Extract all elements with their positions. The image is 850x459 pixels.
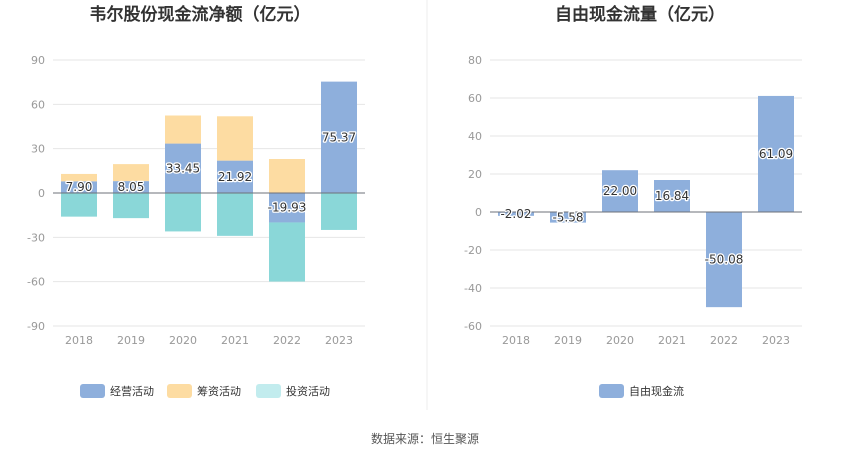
x-tick-label: 2020 xyxy=(169,334,197,347)
bar-筹资活动 xyxy=(165,115,201,144)
bar-自由现金流 xyxy=(602,170,638,212)
y-tick-label: 60 xyxy=(31,98,45,111)
bar-筹资活动 xyxy=(61,173,97,182)
legend-swatch[interactable] xyxy=(256,384,281,398)
bar-投资活动 xyxy=(217,193,253,236)
legend-label[interactable]: 投资活动 xyxy=(286,384,330,398)
data-label: 8.05 xyxy=(118,180,145,194)
legend-swatch[interactable] xyxy=(80,384,105,398)
bar-投资活动 xyxy=(165,193,201,232)
bar-筹资活动 xyxy=(217,116,253,161)
bar-自由现金流 xyxy=(654,180,690,212)
x-tick-label: 2022 xyxy=(710,334,738,347)
free-cash-flow-chart: 自由现金流量（亿元） 80 60 40 20 0 -20 -40 -60 2018 2019 202… xyxy=(464,4,802,398)
bar-经营活动 xyxy=(321,81,357,193)
legend-label[interactable]: 经营活动 xyxy=(110,384,154,398)
data-label: 33.45 xyxy=(166,161,200,175)
data-label: 22.00 xyxy=(603,184,637,198)
x-tick-label: 2021 xyxy=(221,334,249,347)
bar-自由现金流 xyxy=(706,212,742,308)
bar-经营活动 xyxy=(217,160,253,193)
y-tick-label: 90 xyxy=(31,54,45,67)
x-tick-label: 2019 xyxy=(117,334,145,347)
y-tick-label: -30 xyxy=(27,231,45,244)
y-tick-label: -60 xyxy=(27,276,45,289)
legend-label[interactable]: 自由现金流 xyxy=(629,384,684,398)
data-label: -2.02 xyxy=(500,207,531,221)
data-label: 16.84 xyxy=(655,189,689,203)
x-tick-label: 2020 xyxy=(606,334,634,347)
data-source: 数据来源：恒生聚源 xyxy=(371,431,479,446)
bar-经营活动 xyxy=(61,181,97,193)
bar-经营活动 xyxy=(113,181,149,193)
bar-筹资活动 xyxy=(113,164,149,182)
bar-经营活动 xyxy=(269,193,305,223)
legend-label[interactable]: 筹资活动 xyxy=(197,384,241,398)
x-tick-label: 2019 xyxy=(554,334,582,347)
y-tick-label: 80 xyxy=(468,54,482,67)
bar-投资活动 xyxy=(321,193,357,230)
y-tick-label: -90 xyxy=(27,320,45,333)
y-tick-label: -20 xyxy=(464,244,482,257)
y-tick-label: 0 xyxy=(38,187,45,200)
y-tick-label: -40 xyxy=(464,282,482,295)
x-tick-label: 2023 xyxy=(762,334,790,347)
x-tick-label: 2021 xyxy=(658,334,686,347)
bar-投资活动 xyxy=(61,193,97,217)
y-tick-label: 20 xyxy=(468,168,482,181)
bar-自由现金流 xyxy=(758,95,794,212)
y-tick-label: -60 xyxy=(464,320,482,333)
y-tick-label: 40 xyxy=(468,130,482,143)
data-label: 21.92 xyxy=(218,170,252,184)
bar-筹资活动 xyxy=(269,159,305,193)
legend-swatch[interactable] xyxy=(599,384,624,398)
y-tick-label: 60 xyxy=(468,92,482,105)
y-tick-label: 30 xyxy=(31,143,45,156)
cash-flow-chart: 韦尔股份现金流净额（亿元） 90 60 30 0 -30 -60 -90 2018 2019 20… xyxy=(27,4,365,398)
data-label: -19.93 xyxy=(268,201,307,215)
bar-自由现金流 xyxy=(498,212,534,216)
data-label: -5.58 xyxy=(552,210,583,224)
data-label: 75.37 xyxy=(322,130,356,144)
x-tick-label: 2018 xyxy=(502,334,530,347)
y-tick-label: 0 xyxy=(475,206,482,219)
chart-title: 韦尔股份现金流净额（亿元） xyxy=(90,4,311,25)
chart-title: 自由现金流量（亿元） xyxy=(555,4,725,25)
legend-swatch[interactable] xyxy=(167,384,192,398)
bar-投资活动 xyxy=(113,193,149,219)
x-tick-label: 2023 xyxy=(325,334,353,347)
bar-经营活动 xyxy=(165,143,201,193)
x-tick-label: 2018 xyxy=(65,334,93,347)
data-label: -50.08 xyxy=(705,253,744,267)
bar-投资活动 xyxy=(269,222,305,282)
x-tick-label: 2022 xyxy=(273,334,301,347)
data-label: 61.09 xyxy=(759,147,793,161)
data-label: 7.90 xyxy=(66,180,93,194)
bar-自由现金流 xyxy=(550,212,586,223)
